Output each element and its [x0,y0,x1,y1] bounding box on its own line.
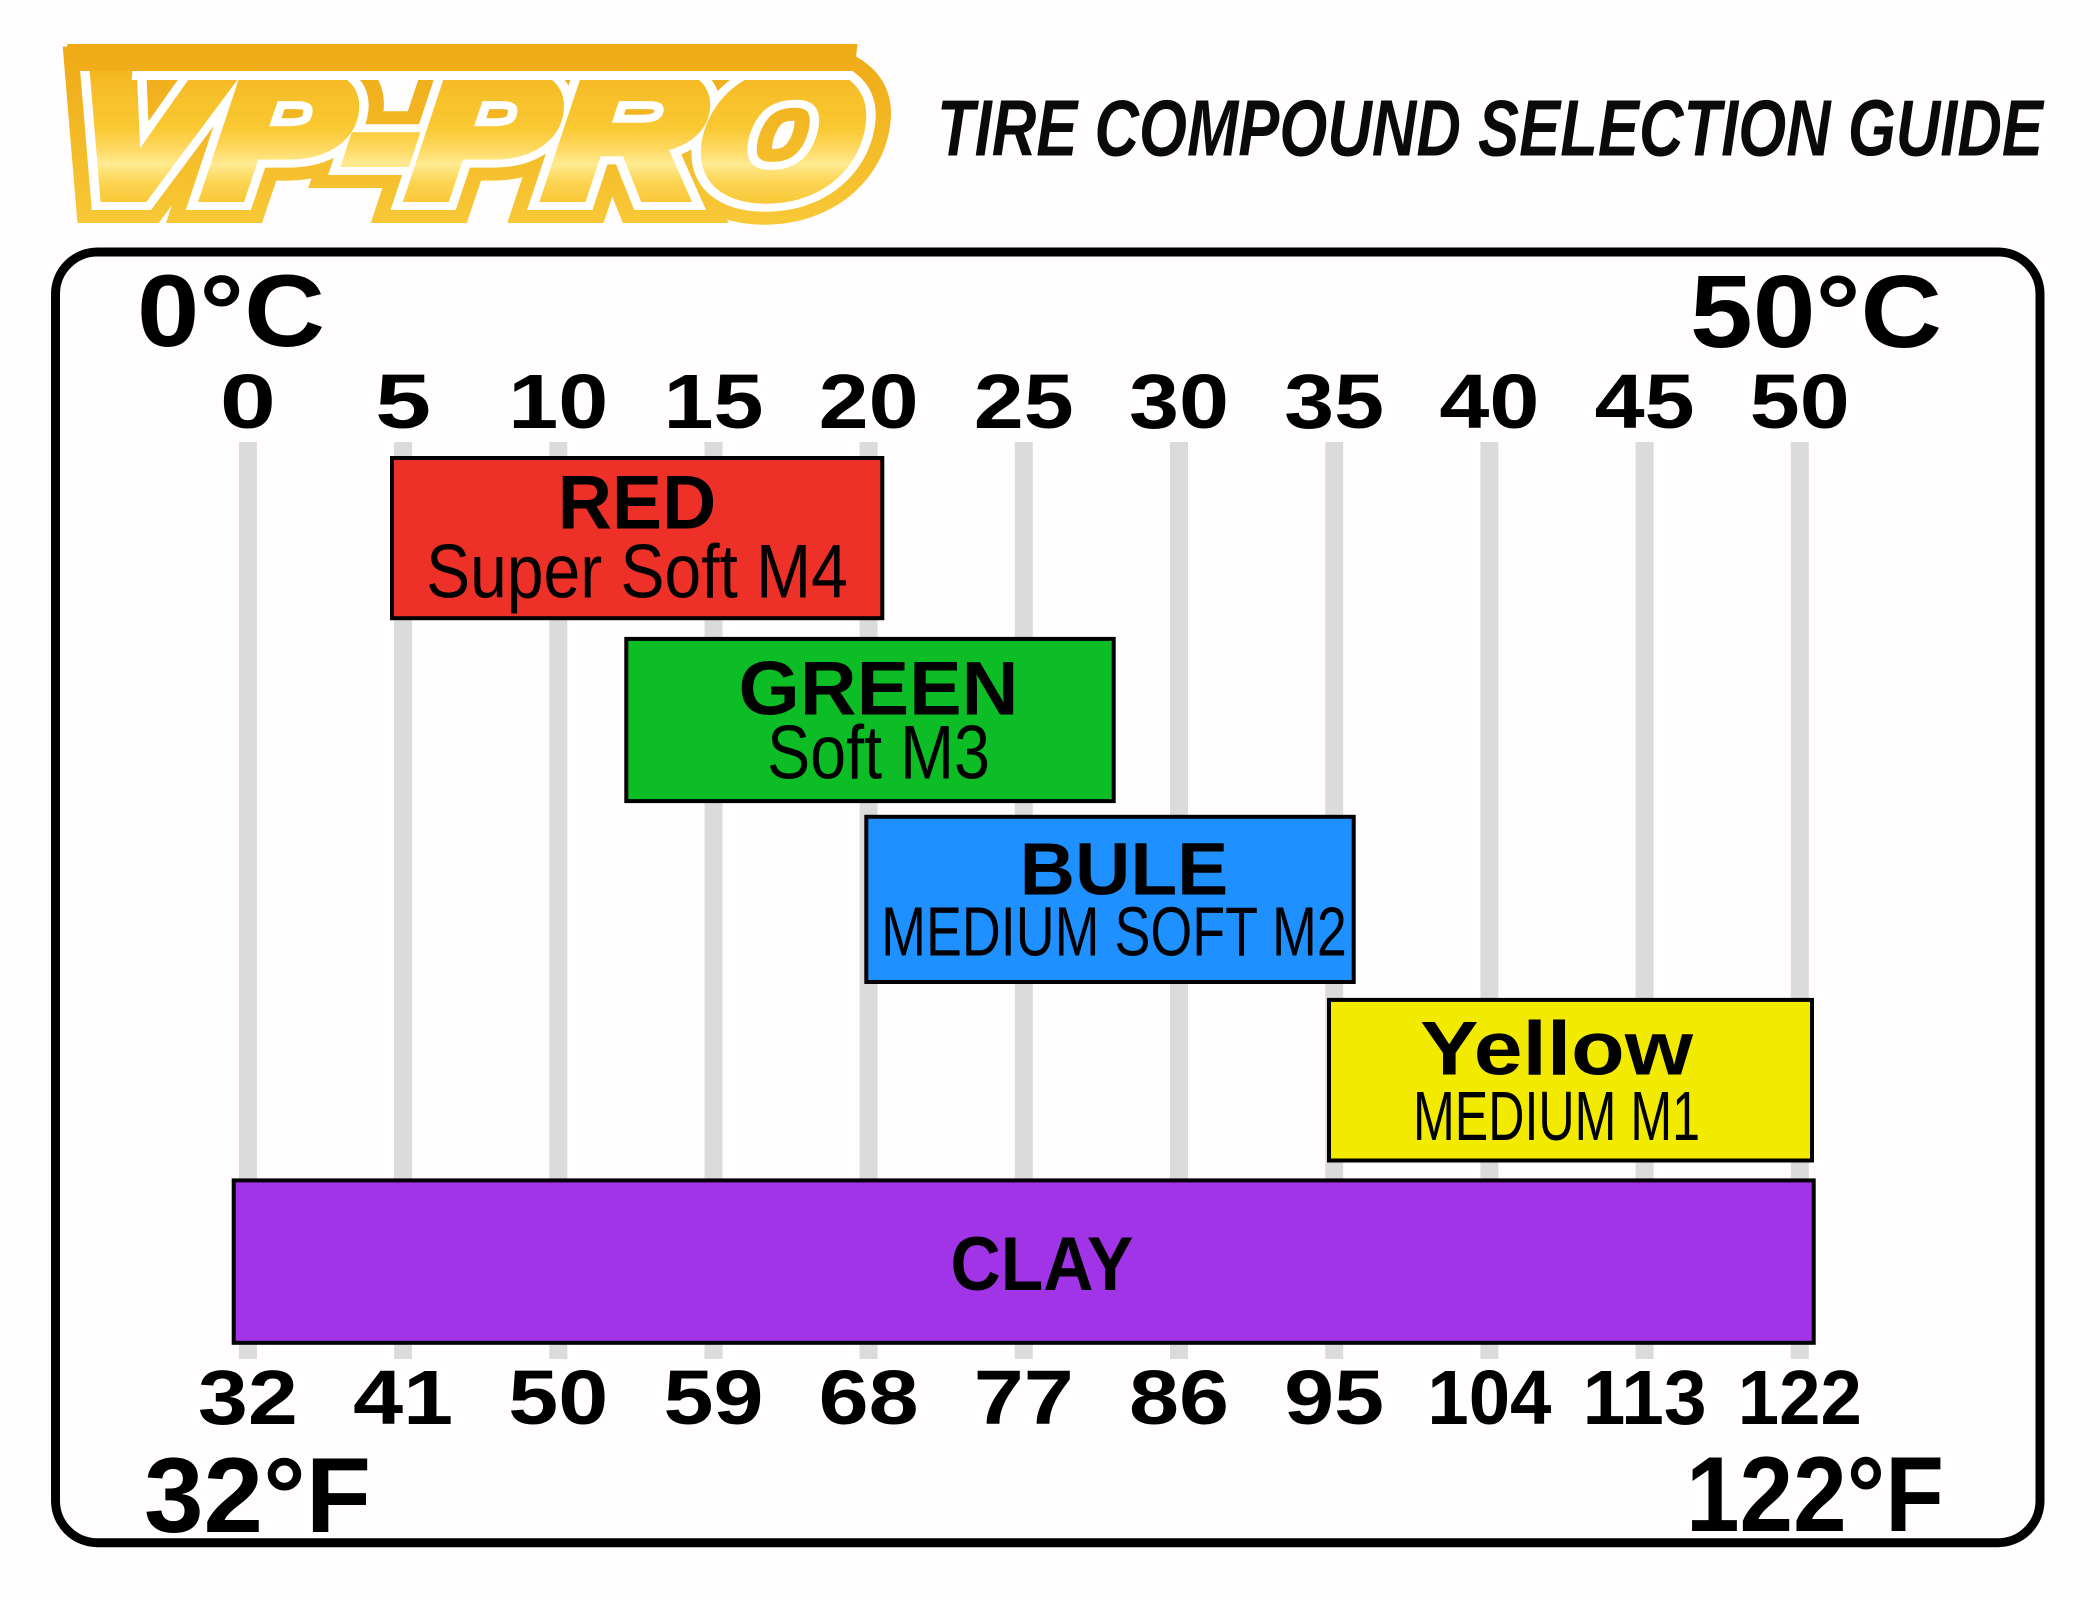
svg-text:59: 59 [664,1355,764,1441]
svg-text:25: 25 [974,359,1074,445]
svg-text:45: 45 [1595,359,1695,445]
svg-text:RED: RED [558,461,717,546]
svg-text:122°F: 122°F [1686,1434,1944,1554]
svg-text:86: 86 [1129,1355,1229,1441]
svg-text:0°C: 0°C [137,254,325,368]
svg-text:20: 20 [819,359,919,445]
svg-text:Super Soft M4: Super Soft M4 [426,529,848,614]
svg-text:113: 113 [1583,1355,1707,1441]
svg-text:32: 32 [198,1355,298,1441]
svg-text:TIRE COMPOUND SELECTION GUIDE: TIRE COMPOUND SELECTION GUIDE [937,84,2045,173]
svg-text:CLAY: CLAY [951,1222,1134,1307]
svg-text:95: 95 [1284,1355,1384,1441]
svg-text:122: 122 [1738,1355,1862,1441]
svg-text:MEDIUM M1: MEDIUM M1 [1413,1077,1700,1155]
svg-text:10: 10 [508,359,608,445]
svg-text:BULE: BULE [1020,827,1229,910]
svg-text:0: 0 [220,359,276,445]
svg-text:50: 50 [508,1355,608,1441]
svg-text:Soft M3: Soft M3 [767,711,990,796]
svg-text:MEDIUM SOFT M2: MEDIUM SOFT M2 [881,893,1347,971]
svg-text:GREEN: GREEN [739,646,1019,731]
svg-text:50: 50 [1750,359,1850,445]
svg-text:40: 40 [1439,359,1539,445]
svg-text:15: 15 [664,359,764,445]
svg-text:32°F: 32°F [144,1435,371,1555]
svg-text:50°C: 50°C [1690,254,1942,369]
svg-text:41: 41 [353,1355,453,1441]
svg-text:30: 30 [1129,359,1229,445]
svg-text:5: 5 [375,359,431,445]
svg-text:77: 77 [974,1355,1074,1441]
svg-text:35: 35 [1284,359,1384,445]
svg-text:Yellow: Yellow [1420,1006,1694,1091]
svg-text:104: 104 [1427,1355,1551,1441]
svg-text:68: 68 [819,1355,919,1441]
